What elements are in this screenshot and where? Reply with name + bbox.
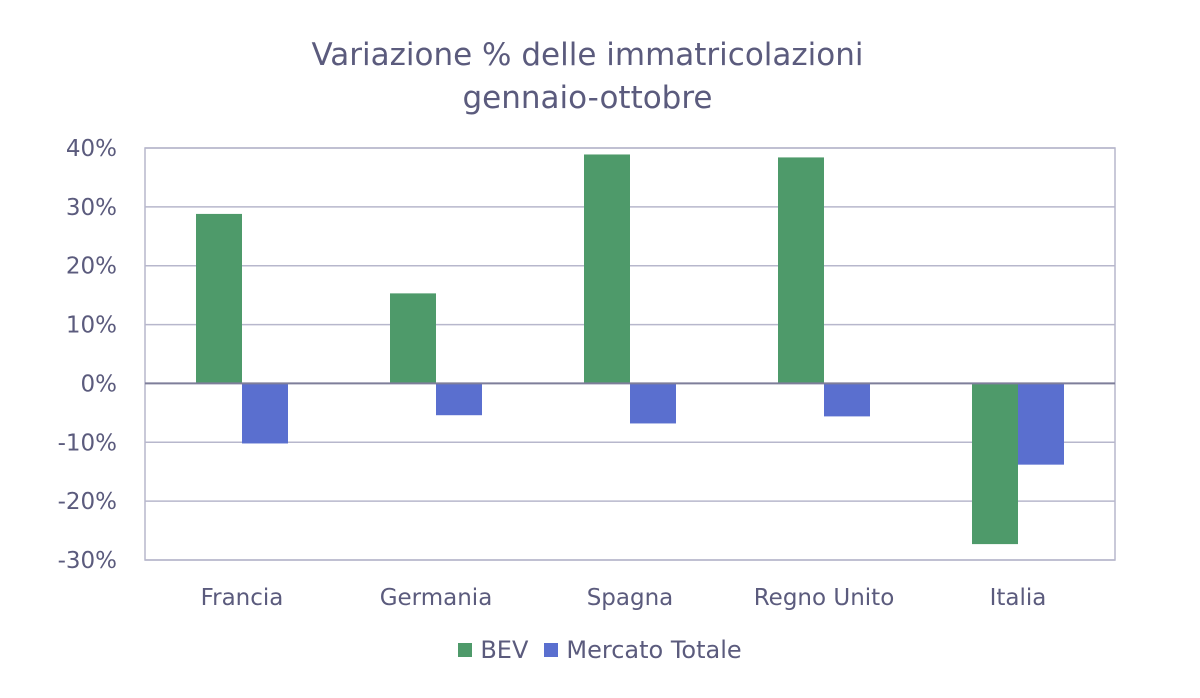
legend-swatch-bev (458, 643, 473, 657)
bar-bev (778, 157, 824, 384)
x-tick-label: Germania (380, 585, 493, 611)
chart-title-line1: Variazione % delle immatricolazioni (311, 37, 864, 73)
x-tick-label: Italia (990, 585, 1047, 611)
y-tick-label: 20% (66, 254, 117, 280)
legend-item-mercato-totale: Mercato Totale (544, 636, 742, 664)
chart-title: Variazione % delle immatricolazioni genn… (0, 34, 1175, 120)
y-tick-label: -10% (58, 430, 117, 456)
bar-bev (196, 213, 242, 384)
bar-mercato-totale (630, 383, 676, 424)
y-tick-label: 10% (66, 313, 117, 339)
legend-item-bev: BEV (458, 636, 528, 664)
legend-swatch-mercato-totale (544, 643, 559, 657)
x-tick-label: Francia (201, 585, 284, 611)
chart-title-line2: gennaio-ottobre (462, 80, 713, 116)
bar-bev (584, 154, 630, 384)
plot-border (144, 147, 1116, 561)
x-tick-label: Spagna (587, 585, 674, 611)
y-tick-label: 40% (66, 136, 117, 162)
legend-label-bev: BEV (480, 636, 529, 664)
legend-label-mercato-totale: Mercato Totale (566, 636, 742, 664)
bar-bev (390, 293, 436, 384)
x-tick-label: Regno Unito (754, 585, 895, 611)
y-tick-label: -20% (58, 489, 117, 515)
bar-mercato-totale (824, 383, 870, 417)
y-tick-label: -30% (58, 548, 117, 574)
bar-mercato-totale (436, 383, 482, 416)
bar-mercato-totale (1018, 383, 1064, 465)
bar-bev (972, 383, 1018, 545)
y-tick-label: 0% (81, 371, 118, 397)
y-tick-label: 30% (66, 195, 117, 221)
bar-mercato-totale (242, 383, 288, 444)
legend: BEV Mercato Totale (0, 636, 1200, 664)
